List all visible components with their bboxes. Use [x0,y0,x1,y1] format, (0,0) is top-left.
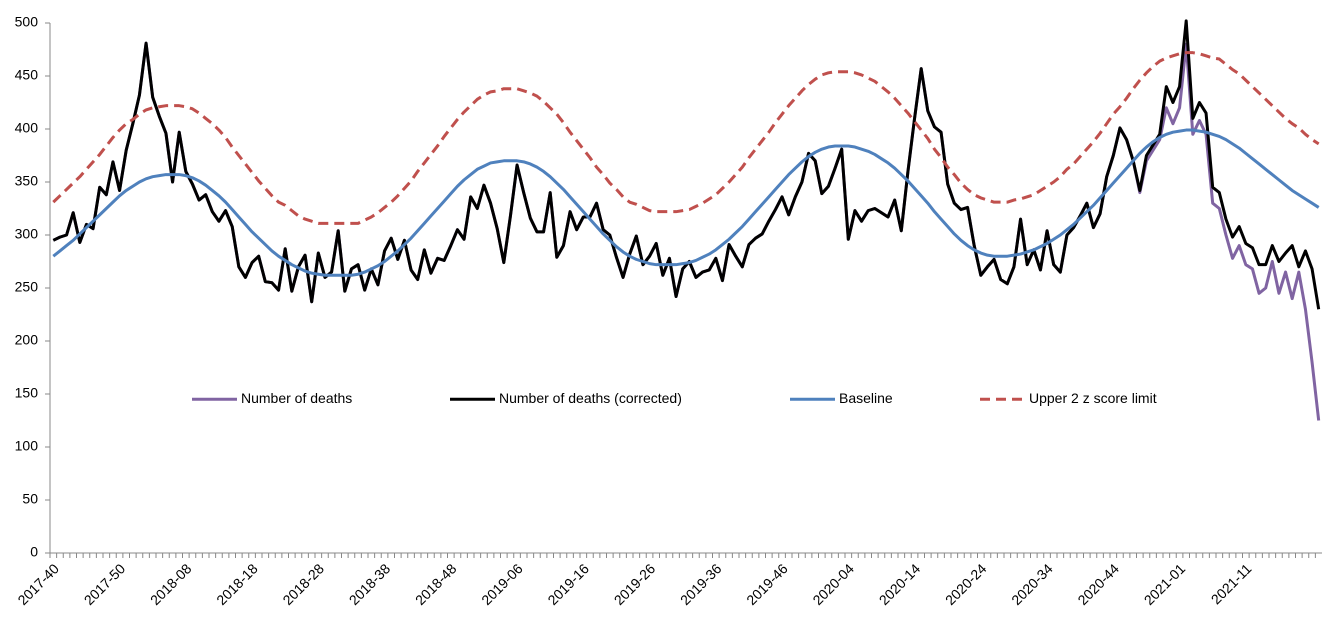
x-tick-label: 2019-26 [611,560,659,608]
x-tick-label: 2020-44 [1074,560,1122,608]
legend-label: Upper 2 z score limit [1029,390,1157,406]
x-tick-label: 2019-46 [743,560,791,608]
legend-label: Number of deaths (corrected) [499,390,682,406]
x-tick-label: 2019-16 [544,560,592,608]
x-tick-label: 2018-38 [346,560,394,608]
x-tick-label: 2020-04 [809,560,857,608]
x-tick-label: 2018-18 [213,560,261,608]
y-tick-label: 400 [15,120,39,136]
y-tick-label: 500 [15,14,39,30]
x-tick-label: 2018-28 [279,560,327,608]
y-tick-label: 350 [15,173,39,189]
x-tick-label: 2017-50 [81,560,129,608]
series-line [52,51,1320,225]
x-tick-label: 2018-08 [147,560,195,608]
y-tick-label: 200 [15,332,39,348]
series-line [52,128,1320,277]
legend-label: Baseline [839,390,893,406]
x-tick-label: 2020-14 [876,560,924,608]
x-tick-label: 2020-24 [942,560,990,608]
y-tick-label: 50 [22,491,38,507]
x-tick-label: 2020-34 [1008,560,1056,608]
y-tick-label: 450 [15,67,39,83]
y-tick-label: 100 [15,438,39,454]
y-tick-label: 250 [15,279,39,295]
series-line [52,19,1321,310]
y-tick-label: 150 [15,385,39,401]
series-line [52,41,1321,421]
legend-label: Number of deaths [241,390,352,406]
x-tick-label: 2021-01 [1141,560,1189,608]
x-tick-label: 2017-40 [14,560,62,608]
y-tick-label: 300 [15,226,39,242]
y-tick-label: 0 [30,544,38,560]
x-tick-label: 2019-36 [677,560,725,608]
x-tick-label: 2018-48 [412,560,460,608]
x-tick-label: 2021-11 [1208,560,1255,607]
x-tick-label: 2019-06 [478,560,526,608]
